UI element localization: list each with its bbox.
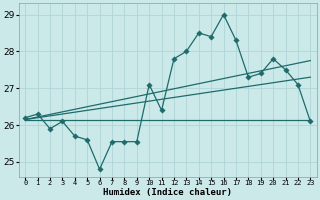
X-axis label: Humidex (Indice chaleur): Humidex (Indice chaleur) xyxy=(103,188,232,197)
